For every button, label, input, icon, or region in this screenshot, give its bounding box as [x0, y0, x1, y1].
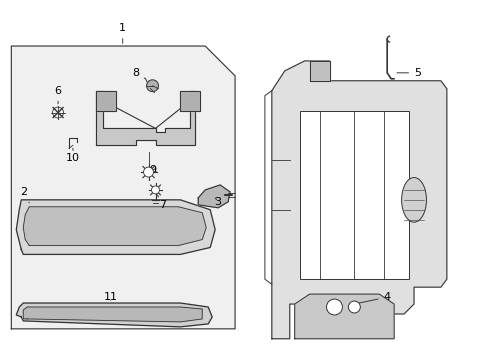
Circle shape: [146, 80, 158, 92]
Text: 9: 9: [149, 165, 156, 175]
Polygon shape: [96, 91, 116, 111]
Polygon shape: [198, 185, 230, 208]
Circle shape: [143, 167, 153, 177]
Circle shape: [151, 186, 159, 194]
Polygon shape: [16, 303, 212, 327]
Ellipse shape: [401, 177, 426, 222]
Polygon shape: [16, 200, 215, 255]
Text: 3: 3: [214, 197, 221, 207]
Circle shape: [326, 299, 342, 315]
Text: 8: 8: [132, 68, 145, 79]
Text: 1: 1: [119, 23, 126, 43]
Text: 6: 6: [55, 86, 61, 104]
Text: 4: 4: [356, 292, 390, 303]
Polygon shape: [309, 61, 329, 81]
Polygon shape: [11, 46, 235, 329]
Text: 5: 5: [396, 68, 420, 78]
Text: 11: 11: [103, 292, 118, 302]
Polygon shape: [96, 91, 195, 145]
Polygon shape: [23, 307, 202, 322]
Polygon shape: [23, 207, 206, 246]
Text: 10: 10: [66, 148, 80, 163]
Polygon shape: [180, 91, 200, 111]
Polygon shape: [271, 61, 446, 339]
Text: 7: 7: [157, 195, 166, 210]
Text: 2: 2: [20, 187, 29, 203]
Polygon shape: [294, 294, 393, 339]
FancyBboxPatch shape: [299, 111, 408, 279]
Circle shape: [347, 301, 360, 313]
